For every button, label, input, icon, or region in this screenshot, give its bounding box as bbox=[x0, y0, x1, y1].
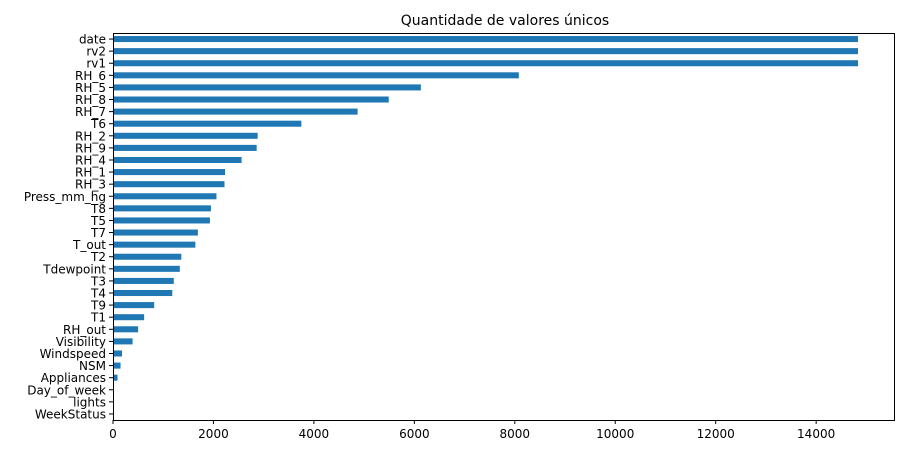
bar-Visibility bbox=[113, 338, 133, 344]
bar-RH_6 bbox=[113, 72, 519, 78]
y-tick-label: WeekStatus bbox=[35, 407, 106, 421]
bar-RH_3 bbox=[113, 181, 224, 187]
x-tick-label: 0 bbox=[109, 427, 117, 441]
bar-rv1 bbox=[113, 60, 858, 66]
x-tick-label: 2000 bbox=[198, 427, 229, 441]
y-axis: daterv2rv1RH_6RH_5RH_8RH_7T6RH_2RH_9RH_4… bbox=[24, 33, 113, 422]
bar-RH_7 bbox=[113, 109, 358, 115]
bar-T2 bbox=[113, 254, 181, 260]
bar-RH_9 bbox=[113, 145, 257, 151]
plot-frame bbox=[114, 34, 895, 421]
bar-Press_mm_hg bbox=[113, 193, 216, 199]
bar-RH_2 bbox=[113, 133, 258, 139]
bar-T5 bbox=[113, 217, 210, 223]
bar-RH_4 bbox=[113, 157, 242, 163]
bar-T7 bbox=[113, 230, 198, 236]
bar-Windspeed bbox=[113, 350, 122, 356]
bar-T8 bbox=[113, 205, 211, 211]
bar-T4 bbox=[113, 290, 172, 296]
bar-T1 bbox=[113, 314, 144, 320]
bar-date bbox=[113, 36, 858, 42]
bar-T3 bbox=[113, 278, 174, 284]
bar-rv2 bbox=[113, 48, 858, 54]
bar-Tdewpoint bbox=[113, 266, 180, 272]
bar-RH_8 bbox=[113, 96, 389, 102]
x-tick-label: 4000 bbox=[299, 427, 330, 441]
bar-NSM bbox=[113, 363, 121, 369]
x-tick-label: 10000 bbox=[596, 427, 634, 441]
chart-title: Quantidade de valores únicos bbox=[401, 13, 609, 29]
bar-T6 bbox=[113, 121, 301, 127]
bar-T9 bbox=[113, 302, 154, 308]
bar-RH_5 bbox=[113, 84, 421, 90]
bar-RH_1 bbox=[113, 169, 225, 175]
bar-RH_out bbox=[113, 326, 138, 332]
x-axis: 0 2000 4000 6000 8000 10000 12000 14000 bbox=[109, 420, 835, 441]
x-tick-label: 14000 bbox=[797, 427, 835, 441]
x-tick-label: 6000 bbox=[399, 427, 430, 441]
x-tick-label: 12000 bbox=[697, 427, 735, 441]
bar-T_out bbox=[113, 242, 195, 248]
bars-layer bbox=[113, 36, 858, 417]
x-tick-label: 8000 bbox=[500, 427, 531, 441]
